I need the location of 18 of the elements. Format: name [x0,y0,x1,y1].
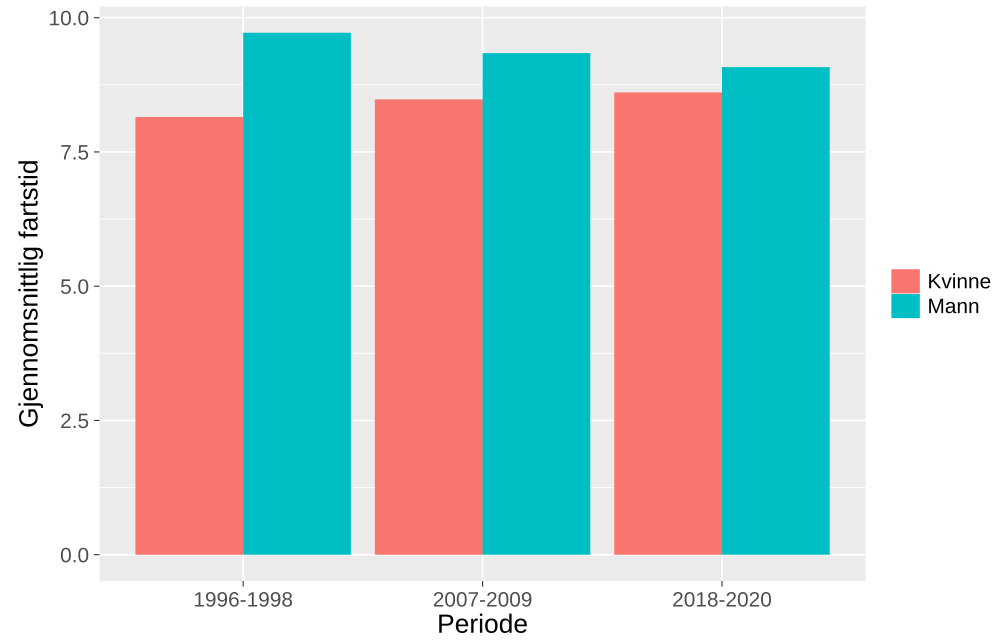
legend-label: Kvinne [929,273,990,289]
bar [135,117,244,555]
x-tick-label: 1996-1998 [194,592,292,607]
y-axis-title: Gjennomsnittlig fartstid [18,161,43,427]
y-tick-label: 0.0 [60,548,88,562]
bar [243,32,351,555]
x-tick-label: 2018-2020 [673,592,771,607]
legend-label: Mann [929,298,978,314]
y-tick-label: 7.5 [61,145,88,160]
bar [482,53,590,555]
x-tick-label: 2007-2009 [434,592,532,607]
bar [722,67,830,555]
bar [374,99,483,555]
bar [614,92,722,555]
x-axis-title: Periode [439,614,527,634]
y-tick-label: 10.0 [50,10,88,26]
y-tick-label: 5.0 [60,279,88,294]
y-tick-label: 2.5 [61,413,88,428]
